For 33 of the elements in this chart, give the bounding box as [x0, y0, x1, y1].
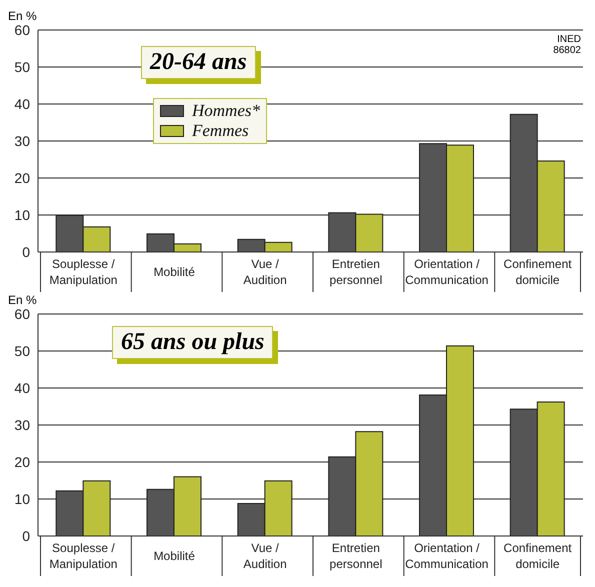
- x-tick-label: Entretien personnel: [330, 257, 382, 287]
- y-tick-label: 50: [14, 342, 30, 359]
- legend-label: Hommes*: [192, 101, 260, 121]
- y-tick-label: 30: [14, 416, 30, 433]
- x-tick-label: Vue / Audition: [243, 541, 287, 571]
- y-tick-label: 50: [14, 58, 30, 75]
- y-tick-label: 20: [14, 454, 30, 470]
- legend-label: Femmes: [192, 121, 249, 141]
- y-axis-title: En %: [8, 292, 38, 308]
- x-tick-label: Confinement domicile: [504, 541, 572, 571]
- x-tick-label: Orientation / Communication: [405, 541, 488, 571]
- y-tick-label: 0: [22, 528, 30, 544]
- y-tick-label: 60: [14, 306, 30, 322]
- text: 20-64 ans: [141, 46, 256, 79]
- x-tick-label: Souplesse / Manipulation: [49, 257, 118, 287]
- y-tick-label: 10: [14, 490, 30, 507]
- x-tick-label: Confinement domicile: [504, 257, 572, 287]
- y-tick-label: 0: [22, 244, 30, 260]
- y-tick-label: 40: [14, 96, 30, 112]
- y-tick-label: 20: [14, 170, 30, 186]
- y-tick-label: 40: [14, 380, 30, 396]
- annotation: INED 86802: [553, 34, 581, 56]
- x-tick-label: Souplesse / Manipulation: [49, 541, 118, 571]
- x-tick-label: Entretien personnel: [330, 541, 382, 571]
- y-tick-label: 30: [14, 132, 30, 149]
- y-tick-label: 10: [14, 206, 30, 223]
- y-tick-label: 60: [14, 22, 30, 38]
- x-tick-label: Mobilité: [154, 549, 196, 563]
- x-tick-label: Mobilité: [154, 265, 196, 279]
- text: 65 ans ou plus: [112, 326, 274, 359]
- y-axis-title: En %: [8, 8, 38, 24]
- x-tick-label: Orientation / Communication: [405, 257, 488, 287]
- x-tick-label: Vue / Audition: [243, 257, 287, 287]
